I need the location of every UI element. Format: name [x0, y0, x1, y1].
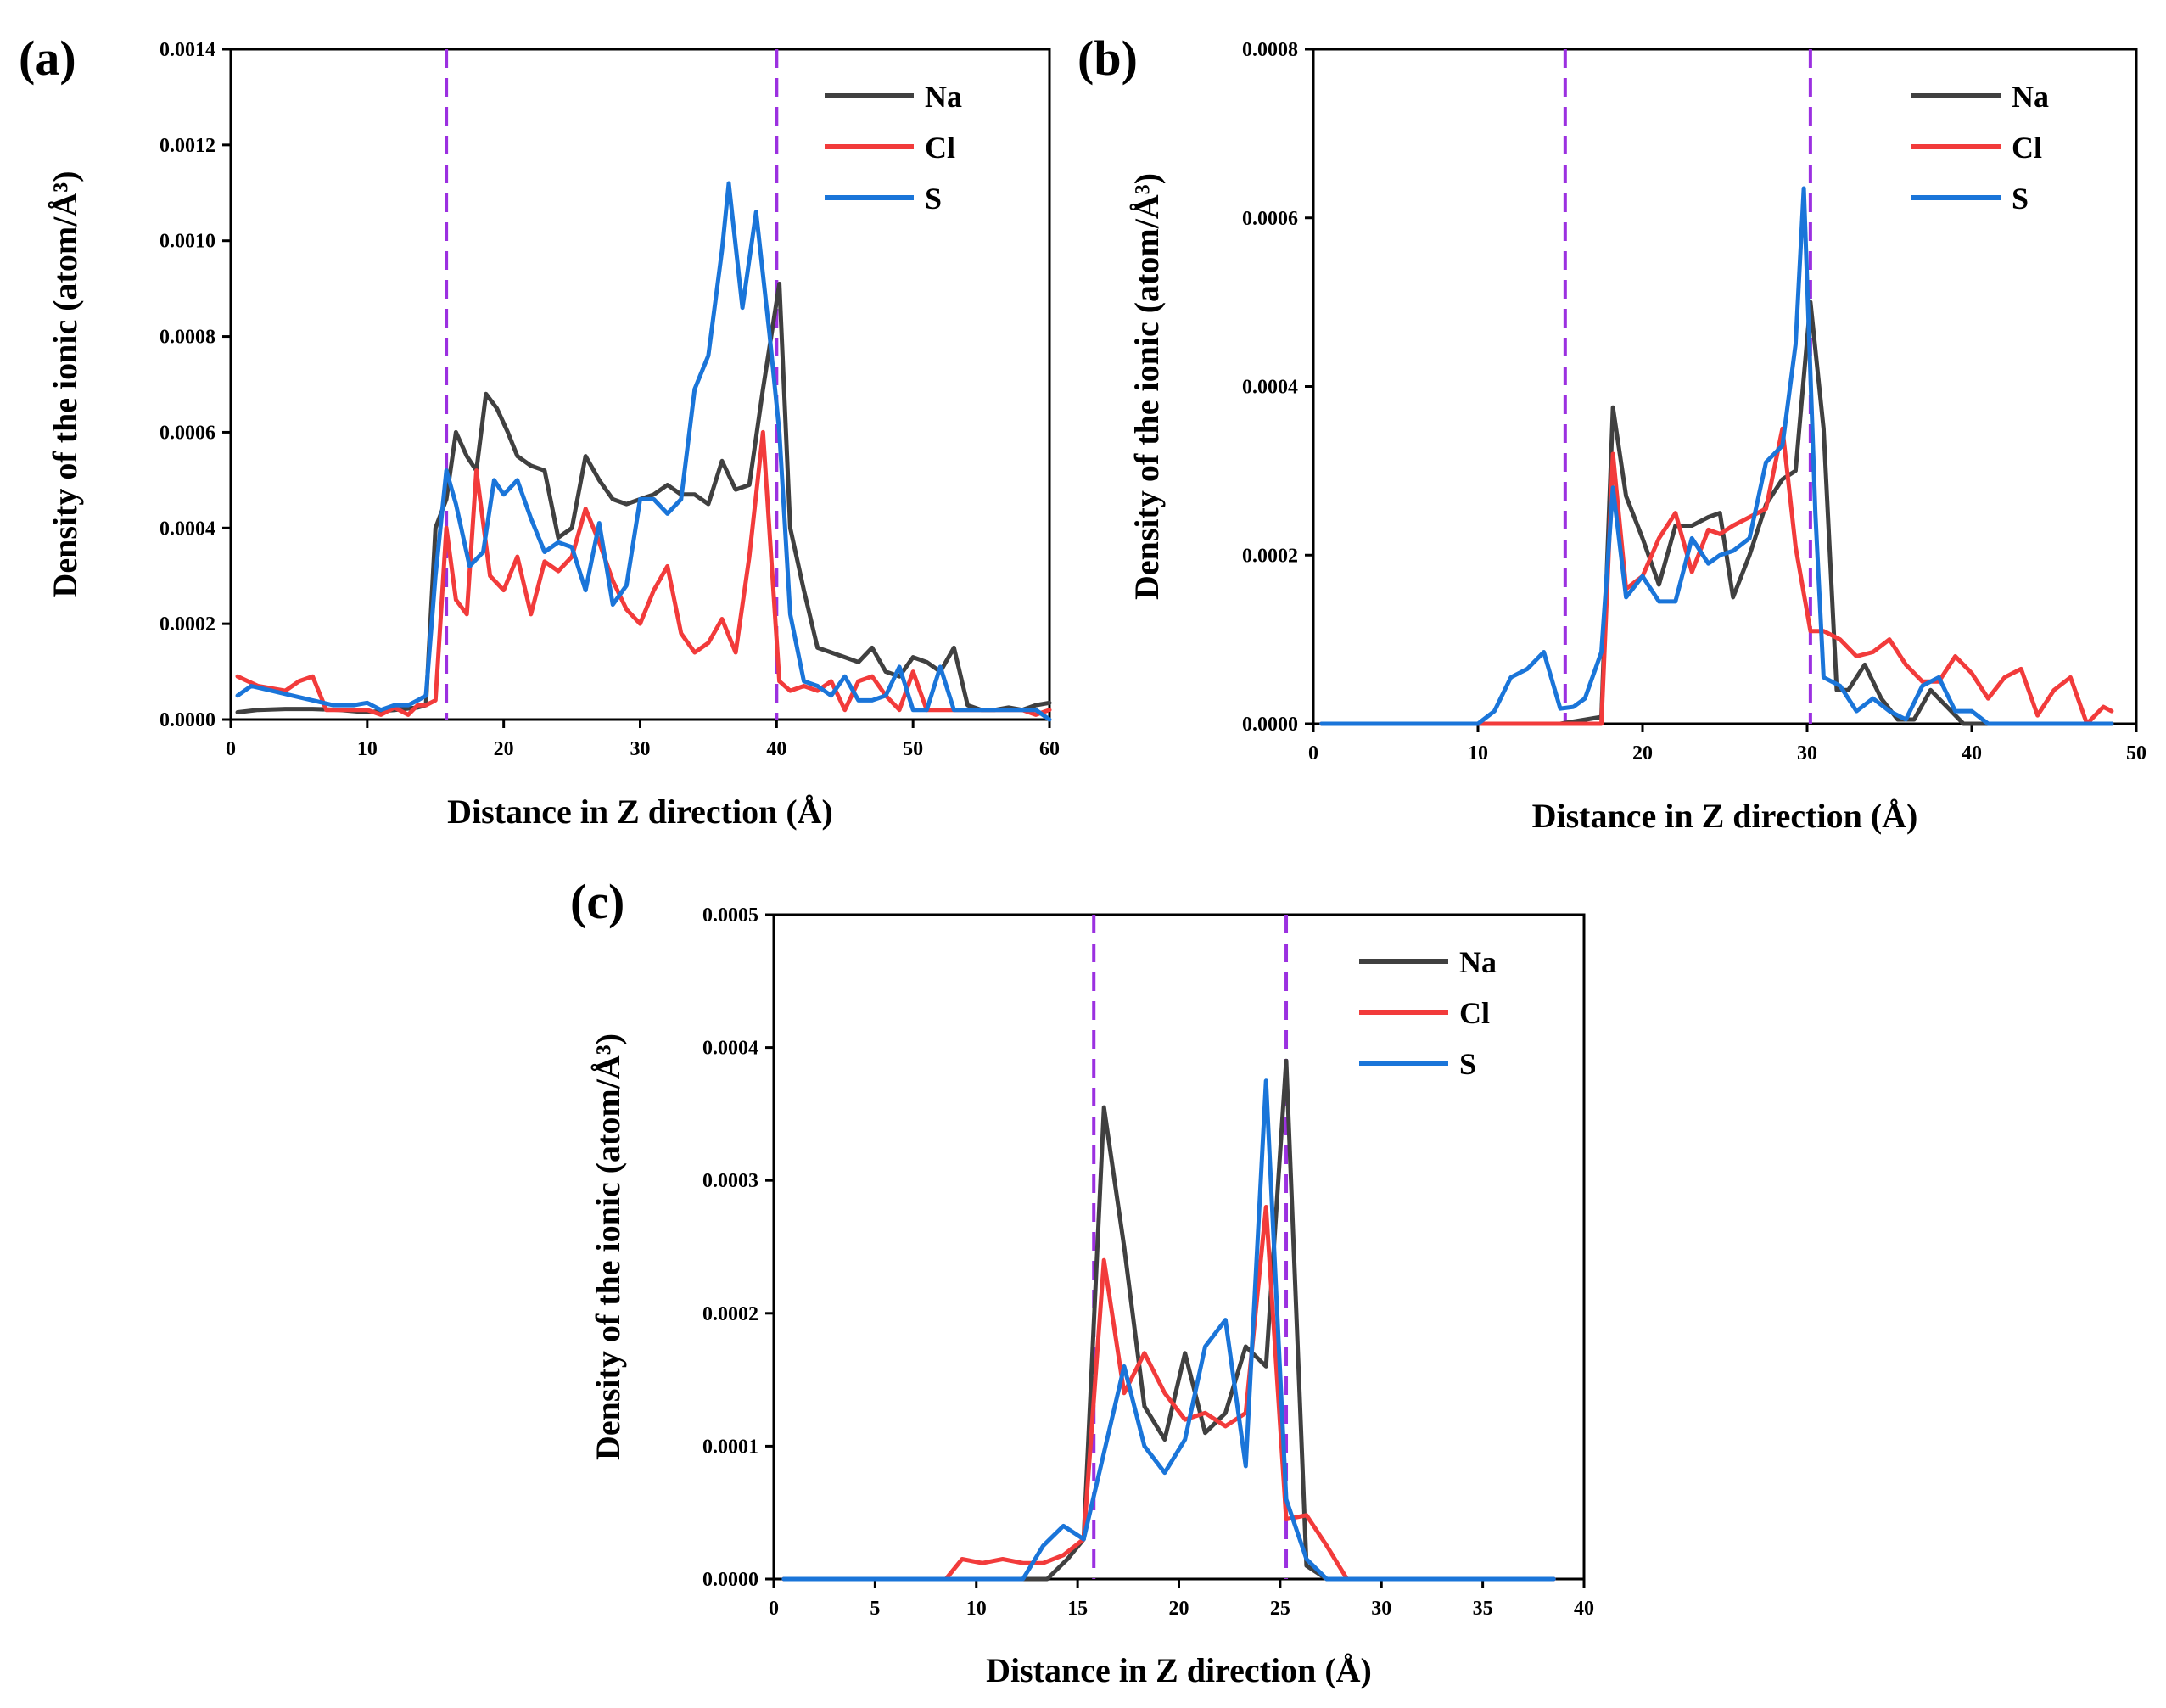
panel-a: 0 10 20 30 40 50 60 0.0000 0.0002 0.0004 0.0006 0.0…	[19, 31, 1060, 831]
legend-label-cl: Cl	[2012, 131, 2042, 165]
x-tick-label: 25	[1270, 1598, 1290, 1620]
legend-label-cl: Cl	[1459, 996, 1490, 1030]
y-tick-label: 0.0004	[702, 1038, 758, 1060]
x-tick-label: 40	[766, 738, 786, 760]
y-tick-label: 0.0004	[160, 518, 215, 540]
x-tick-label: 5	[870, 1598, 880, 1620]
y-tick-label: 0.0006	[1242, 208, 1298, 230]
y-tick-label: 0.0001	[702, 1436, 758, 1458]
series-line-na	[781, 1058, 1556, 1582]
series-line-s	[781, 1078, 1556, 1582]
series-line-s	[235, 181, 1052, 722]
x-tick-label: 10	[1468, 742, 1488, 764]
series-line-cl	[235, 429, 1052, 717]
y-tick-label: 0.0002	[160, 613, 215, 636]
x-tick-label: 0	[226, 738, 236, 760]
x-tick-label: 60	[1039, 738, 1060, 760]
x-tick-label: 0	[1308, 742, 1318, 764]
y-tick-label: 0.0000	[702, 1569, 758, 1591]
y-tick-label: 0.0005	[702, 904, 758, 927]
legend-label-s: S	[2012, 182, 2029, 216]
x-tick-label: 10	[357, 738, 378, 760]
y-tick-label: 0.0010	[160, 231, 215, 253]
y-axis-title: Density of the ionic (atom/Å³)	[589, 1033, 627, 1460]
x-tick-label: 20	[1169, 1598, 1189, 1620]
panel-label: (a)	[19, 31, 76, 86]
x-tick-label: 50	[2126, 742, 2146, 764]
series-line-cl	[781, 1205, 1556, 1582]
panel-label: (c)	[570, 874, 624, 929]
x-tick-label: 30	[630, 738, 651, 760]
y-tick-label: 0.0008	[1242, 39, 1298, 61]
x-tick-label: 30	[1797, 742, 1817, 764]
x-axis-title: Distance in Z direction (Å)	[447, 792, 833, 831]
y-tick-label: 0.0002	[702, 1303, 758, 1325]
x-tick-label: 40	[1962, 742, 1982, 764]
y-axis-title: Density of the ionic (atom/Å³)	[46, 171, 84, 597]
legend-label-na: Na	[925, 80, 962, 114]
x-axis-title: Distance in Z direction (Å)	[1532, 797, 1918, 835]
legend-label-na: Na	[1459, 945, 1497, 979]
x-tick-label: 50	[903, 738, 923, 760]
y-tick-label: 0.0012	[160, 135, 215, 157]
series-line-s	[1319, 186, 2114, 726]
x-tick-label: 35	[1473, 1598, 1493, 1620]
panel-label: (b)	[1077, 31, 1138, 86]
legend-label-s: S	[925, 182, 942, 216]
x-tick-label: 20	[494, 738, 514, 760]
series-line-cl	[1319, 426, 2114, 726]
x-tick-label: 40	[1574, 1598, 1594, 1620]
y-tick-label: 0.0008	[160, 327, 215, 349]
x-tick-label: 0	[769, 1598, 779, 1620]
y-tick-label: 0.0006	[160, 422, 215, 444]
y-tick-label: 0.0004	[1242, 377, 1298, 399]
panel-b: 0 10 20 30 40 50 0.0000 0.0002 0.0004 0.0006 0.000…	[1077, 31, 2146, 835]
legend-label-na: Na	[2012, 80, 2049, 114]
y-tick-label: 0.0014	[160, 39, 215, 61]
y-tick-label: 0.0000	[1242, 714, 1298, 736]
series-line-na	[1319, 300, 2114, 726]
y-axis-title: Density of the ionic (atom/Å³)	[1128, 173, 1166, 600]
panel-c: 0 5 10 15 20 25 30 35 40 0.0000 0.0001 0.0002 0.0003…	[570, 874, 1594, 1689]
legend-label-s: S	[1459, 1047, 1476, 1081]
y-tick-label: 0.0002	[1242, 545, 1298, 567]
legend-label-cl: Cl	[925, 131, 955, 165]
y-tick-label: 0.0003	[702, 1170, 758, 1192]
x-axis-title: Distance in Z direction (Å)	[986, 1651, 1372, 1689]
x-tick-label: 30	[1371, 1598, 1391, 1620]
x-tick-label: 10	[966, 1598, 987, 1620]
series-line-na	[235, 282, 1052, 714]
x-tick-label: 20	[1632, 742, 1653, 764]
x-tick-label: 15	[1067, 1598, 1088, 1620]
y-tick-label: 0.0000	[160, 709, 215, 731]
